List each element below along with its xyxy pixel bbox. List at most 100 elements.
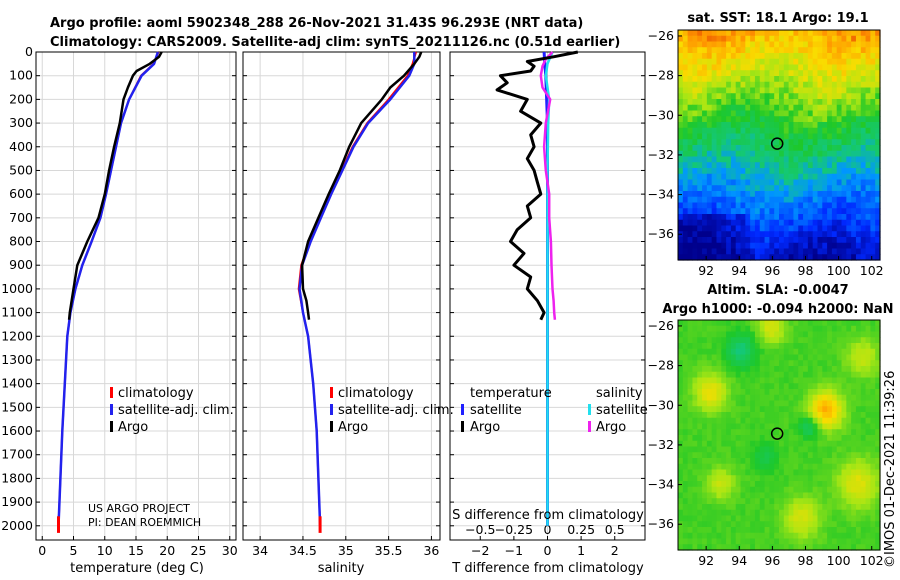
map-cell [807,320,814,327]
map-cell [865,202,871,209]
map-cell [788,354,795,361]
map-cell [702,93,708,100]
map-cell [711,354,718,361]
map-cell [812,498,819,505]
map-cell [730,527,737,534]
map-cell [793,116,799,123]
map-cell [788,366,795,373]
map-cell [851,145,857,152]
map-cell [855,219,862,227]
map-cell [706,325,713,333]
map-cell [774,400,780,407]
map-cell [812,492,819,499]
map-cell [687,406,694,413]
map-cell [807,58,814,66]
map-cell [735,429,742,436]
map-cell [860,202,867,209]
map-cell [687,58,694,66]
map-cell [706,463,713,471]
map-cell [682,225,689,232]
map-cell [870,515,876,522]
map-cell [831,371,838,379]
map-cell [759,325,766,333]
map-cell [769,99,775,106]
map-cell [697,242,703,250]
map-cell [841,254,847,261]
map-cell [774,412,780,419]
map-cell [836,173,843,181]
map-cell [735,64,742,71]
map-cell [860,87,867,94]
map-cell [687,343,694,350]
map-cell [779,515,785,522]
map-x-tick-label: 96 [764,263,780,278]
map-cell [779,337,785,344]
map-cell [721,254,727,261]
map-cell [726,383,732,390]
map-cell [730,30,737,37]
map-cell [793,179,799,186]
map-cell [870,527,876,534]
map-cell [697,475,703,482]
map-cell [716,394,722,402]
legend-satellite-swatch [330,404,333,415]
map-cell [817,383,823,390]
map-cell [831,417,838,425]
map-cell [682,429,689,436]
map-cell [726,248,732,255]
map-cell [831,492,838,499]
map-cell [827,145,833,152]
map-cell [716,469,722,476]
map-cell [692,504,698,511]
map-cell [745,429,751,436]
map-cell [788,219,795,227]
map-cell [793,162,799,169]
map-cell [706,173,713,181]
map-cell [812,337,819,344]
map-cell [711,348,718,356]
map-cell [807,348,814,356]
map-cell [836,492,843,499]
map-cell [740,156,746,163]
map-cell [754,527,761,534]
map-cell [745,527,751,534]
y-tick-label: 500 [9,162,33,177]
map-cell [875,481,881,488]
map-cell [817,394,823,402]
map-cell [735,481,742,488]
map-cell [788,122,795,129]
map-cell [682,58,689,66]
map-cell [678,53,684,60]
map-cell [735,214,742,221]
map-cell [855,173,862,181]
map-cell [870,99,876,106]
map-cell [817,185,823,192]
map-cell [740,412,746,419]
map-cell [865,87,871,94]
map-cell [764,110,770,117]
map-cell [860,139,867,146]
map-cell [788,214,795,221]
map-cell [783,122,790,129]
map-cell [774,116,780,123]
map-cell [764,237,770,244]
map-cell [754,544,761,551]
map-cell [865,208,871,215]
map-cell [721,231,727,238]
map-cell [841,64,847,71]
map-cell [764,156,770,163]
map-cell [807,440,814,448]
map-cell [793,145,799,152]
map-cell [716,179,722,186]
map-cell [697,394,703,402]
map-cell [865,231,871,238]
map-cell [822,30,828,37]
map-cell [822,191,828,198]
map-cell [846,254,852,261]
map-cell [764,486,770,494]
map-cell [740,475,746,482]
map-cell [759,440,766,448]
map-cell [706,343,713,350]
map-cell [822,331,828,338]
legend-temperature-title: temperature [470,386,552,401]
